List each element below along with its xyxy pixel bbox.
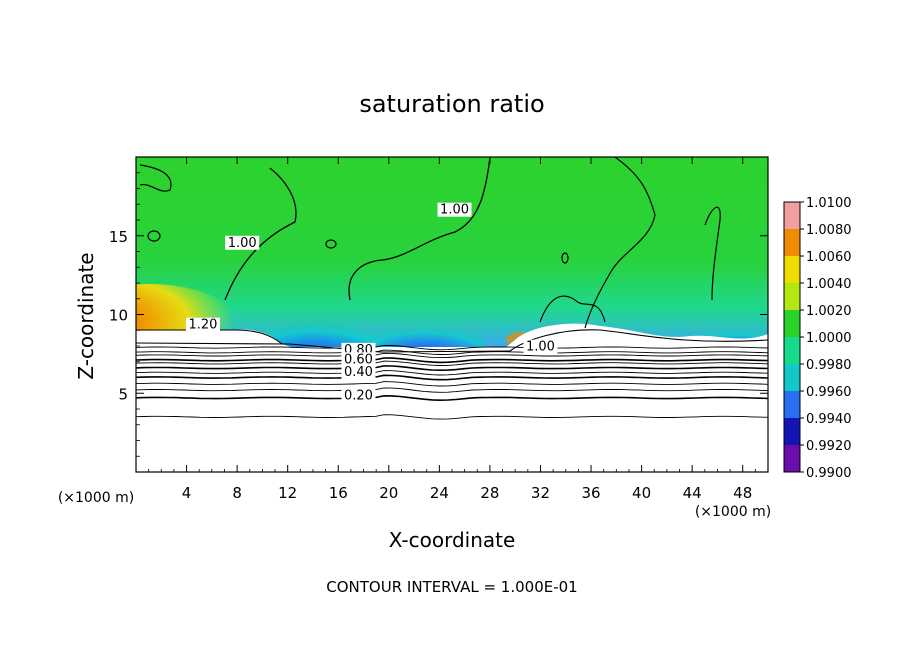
- contour-1-00-g: [325, 239, 337, 249]
- x-tick-label: 32: [531, 484, 550, 502]
- colorbar-label: 0.9920: [806, 439, 852, 454]
- contour-label-bg: [185, 317, 220, 332]
- x-tick-label: 8: [232, 484, 242, 502]
- contour-bands: [136, 344, 768, 420]
- contour-1-00-f: [147, 230, 161, 242]
- y-axis: 5 10 15: [109, 172, 768, 457]
- contour-band-line: [136, 381, 768, 387]
- contour-label: 1.20: [189, 318, 218, 333]
- x-tick-label: 16: [329, 484, 348, 502]
- contour-label: 1.00: [228, 236, 257, 251]
- contour-1-00-c: [139, 164, 172, 192]
- contour-label-bg: [341, 352, 376, 367]
- contour-label-bg: [225, 235, 260, 250]
- colorbar: 0.9900 0.9920 0.9940 0.9960 0.9980 1.0000 1.00…: [783, 196, 852, 481]
- colorbar-label: 0.9900: [806, 466, 852, 481]
- colorbar-segment: [784, 310, 800, 337]
- contour-band-line: [136, 414, 768, 420]
- heatmap-field: [136, 157, 768, 472]
- contour-band-line: [136, 370, 768, 376]
- contour-band-line: [136, 344, 768, 351]
- contour-label-bg: [523, 339, 558, 354]
- contour-band-line: [136, 349, 768, 355]
- colorbar-label: 0.9980: [806, 358, 852, 373]
- contour-label: 0.60: [344, 352, 373, 367]
- contour-1-00-i: [539, 295, 606, 323]
- colorbar-segment: [784, 229, 800, 256]
- contour-band-line: [136, 365, 768, 372]
- x-tick-label: 48: [733, 484, 752, 502]
- contour-label: 1.00: [440, 203, 469, 218]
- x-tick-label: 12: [278, 484, 297, 502]
- contour-1-00-b: [348, 157, 491, 301]
- y-tick-label: 5: [118, 385, 128, 403]
- contour-label: 0.20: [344, 389, 373, 404]
- chart-title: saturation ratio: [359, 90, 544, 118]
- contour-1-20: [136, 329, 283, 345]
- contour-band-line: [136, 394, 768, 402]
- colorbar-label: 1.0080: [806, 223, 852, 238]
- x-tick-label: 24: [430, 484, 449, 502]
- contour-band-line: [136, 352, 768, 359]
- colorbar-label: 0.9960: [806, 385, 852, 400]
- contour-label-bg: [437, 202, 472, 217]
- colorbar-label: 1.0060: [806, 250, 852, 265]
- contour-1-00-e: [704, 206, 721, 301]
- colorbar-segment: [784, 283, 800, 310]
- contour-labels: 1.200.800.600.400.201.001.001.00: [185, 202, 558, 404]
- x-unit-label: (×1000 m): [695, 504, 771, 520]
- x-tick-label: 4: [182, 484, 192, 502]
- y-tick-label: 10: [109, 307, 128, 325]
- contour-band-line: [136, 360, 768, 366]
- contour-interval-footer: CONTOUR INTERVAL = 1.000E-01: [326, 578, 577, 596]
- contour-band-line: [136, 357, 768, 364]
- colorbar-label: 1.0000: [806, 331, 852, 346]
- y-tick-label: 15: [109, 228, 128, 246]
- colorbar-segment: [784, 445, 800, 472]
- contour-label-bg: [341, 364, 376, 379]
- colorbar-segment: [784, 364, 800, 391]
- colorbar-label: 1.0040: [806, 277, 852, 292]
- y-unit-label: (×1000 m): [58, 490, 134, 506]
- contour-1-00-d: [584, 157, 656, 329]
- contour-band-line: [136, 374, 768, 381]
- contour-label: 0.40: [344, 365, 373, 380]
- field-background: [136, 157, 768, 347]
- lower-white-region: [136, 347, 768, 472]
- x-tick-label: 36: [581, 484, 600, 502]
- contour-label-bg: [341, 388, 376, 403]
- x-tick-label: 40: [632, 484, 651, 502]
- x-tick-label: 44: [683, 484, 702, 502]
- contour-1-00-a: [224, 167, 297, 301]
- colorbar-label: 0.9940: [806, 412, 852, 427]
- contour-1-00-h: [561, 252, 569, 264]
- x-axis-label: X-coordinate: [389, 528, 516, 552]
- colorbar-segment: [784, 337, 800, 364]
- contour-label: 1.00: [526, 340, 555, 355]
- x-axis: 4 8 12 16 20 24 28 32 36 40 44 48: [148, 157, 756, 502]
- colorbar-segment: [784, 256, 800, 283]
- x-tick-label: 28: [480, 484, 499, 502]
- colorbar-segment: [784, 202, 800, 229]
- colorbar-label: 1.0020: [806, 304, 852, 319]
- colorbar-segment: [784, 391, 800, 418]
- colorbar-segment: [784, 418, 800, 445]
- colorbar-label: 1.0100: [806, 196, 852, 211]
- x-tick-label: 20: [379, 484, 398, 502]
- y-axis-label: Z-coordinate: [74, 252, 98, 379]
- contour-band-line: [136, 387, 768, 393]
